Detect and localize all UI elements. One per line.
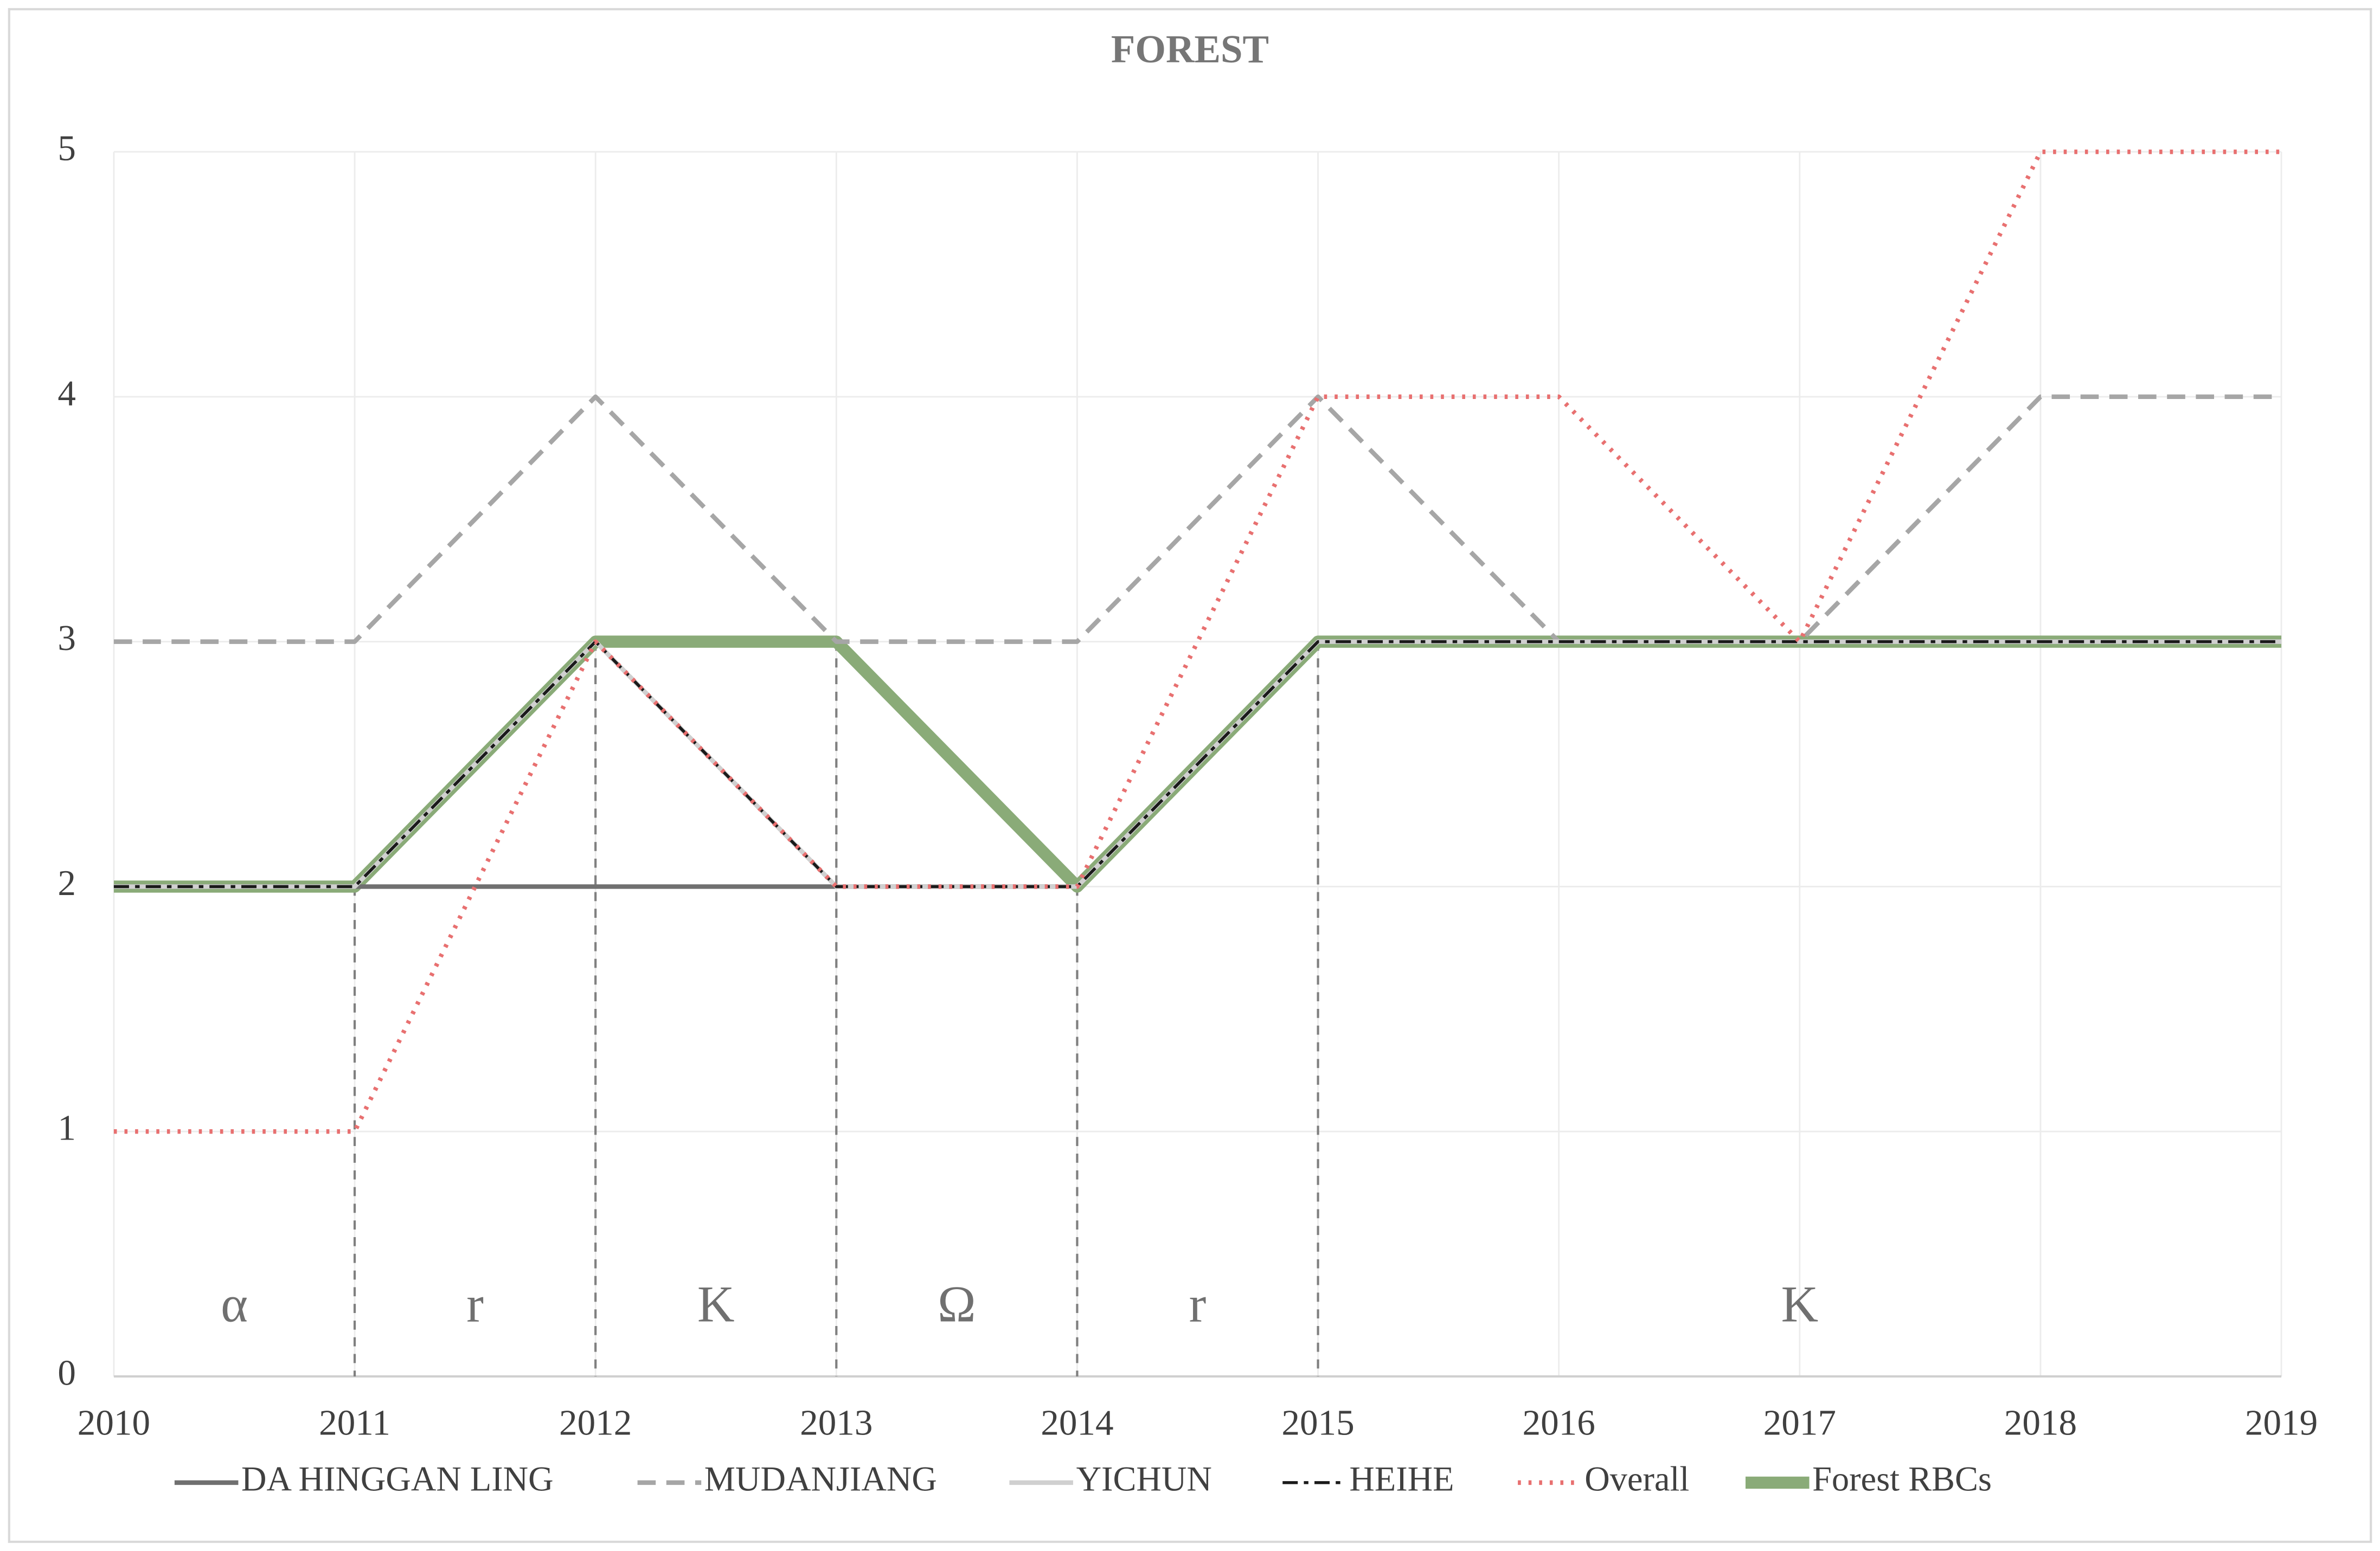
legend-label: DA HINGGAN LING <box>241 1460 554 1498</box>
legend-label: MUDANJIANG <box>704 1460 937 1498</box>
legend-item: HEIHE <box>1282 1460 1454 1498</box>
x-tick-label: 2015 <box>1281 1402 1354 1443</box>
x-tick-label: 2013 <box>800 1402 873 1443</box>
y-tick-label: 1 <box>57 1108 76 1148</box>
legend-label: YICHUN <box>1076 1460 1212 1498</box>
y-tick-label: 4 <box>57 372 76 413</box>
y-tick-label: 3 <box>57 617 76 658</box>
legend-item: Forest RBCs <box>1745 1460 1992 1498</box>
x-tick-label: 2017 <box>1763 1402 1836 1443</box>
legend-label: Overall <box>1584 1460 1689 1498</box>
chart-title: FOREST <box>1111 27 1269 71</box>
legend-label: HEIHE <box>1349 1460 1454 1498</box>
x-tick-label: 2018 <box>2004 1402 2077 1443</box>
phase-label: K <box>1781 1276 1818 1333</box>
legend-label: Forest RBCs <box>1812 1460 1992 1498</box>
phase-label: r <box>1189 1276 1207 1333</box>
legend-item: Overall <box>1518 1460 1689 1498</box>
x-tick-label: 2014 <box>1041 1402 1113 1443</box>
series-line <box>113 394 2282 644</box>
series-line <box>113 149 2282 1134</box>
x-tick-label: 2012 <box>559 1402 632 1443</box>
phase-label: α <box>221 1276 248 1333</box>
y-tick-label: 2 <box>57 863 76 903</box>
phase-label: r <box>466 1276 484 1333</box>
phase-label: K <box>697 1276 735 1333</box>
y-tick-label: 5 <box>57 127 76 168</box>
y-tick-label: 0 <box>57 1352 76 1393</box>
x-tick-label: 2011 <box>319 1402 390 1443</box>
series-line <box>113 640 2282 889</box>
legend-item: YICHUN <box>1009 1460 1212 1498</box>
x-tick-label: 2010 <box>78 1402 150 1443</box>
legend-item: MUDANJIANG <box>637 1460 937 1498</box>
phase-label: Ω <box>938 1276 976 1333</box>
x-tick-label: 2016 <box>1523 1402 1595 1443</box>
legend-item: DA HINGGAN LING <box>174 1460 554 1498</box>
x-tick-label: 2019 <box>2245 1402 2318 1443</box>
